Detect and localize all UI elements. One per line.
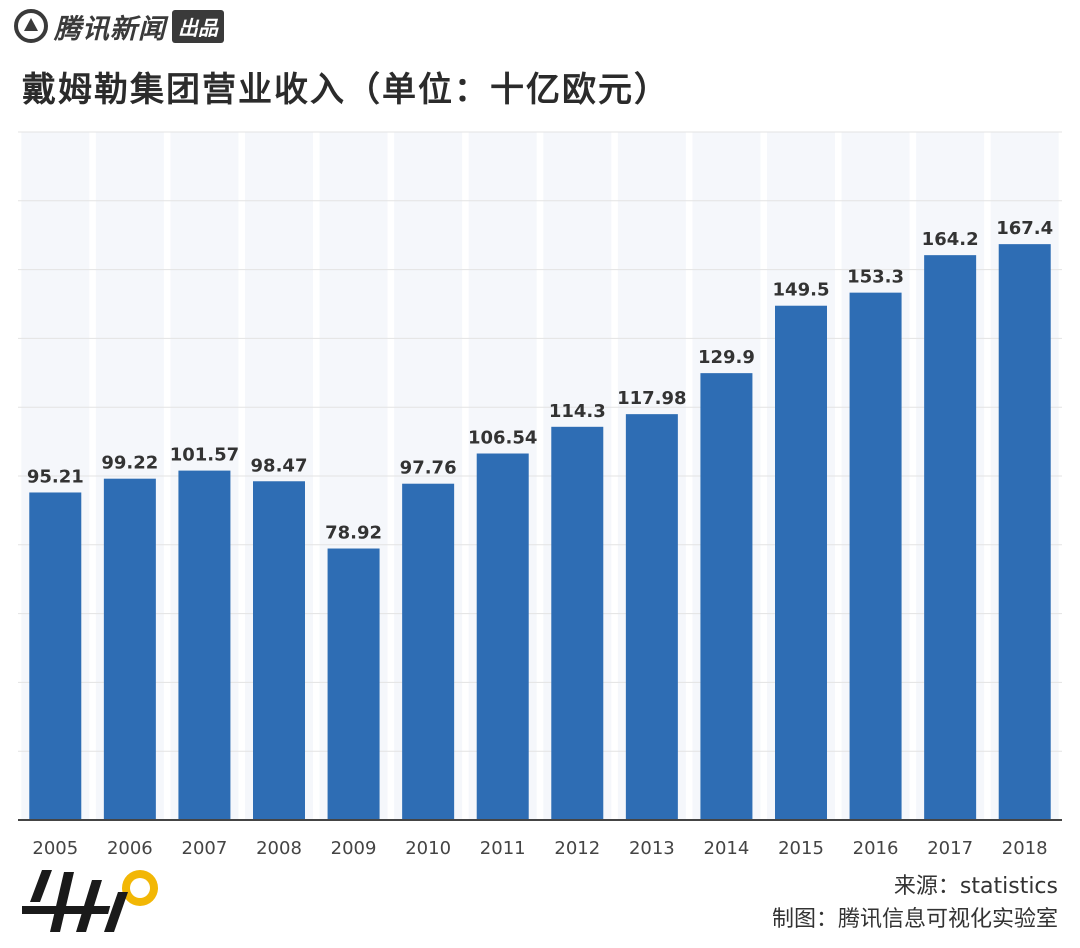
x-tick-label: 2006 bbox=[107, 838, 153, 859]
bar-2014 bbox=[700, 373, 753, 820]
x-tick-label: 2005 bbox=[32, 838, 78, 859]
x-tick-label: 2016 bbox=[853, 838, 899, 859]
x-tick-label: 2012 bbox=[554, 838, 600, 859]
caikanjian-logo bbox=[22, 870, 158, 932]
value-label: 167.4 bbox=[996, 218, 1053, 239]
bar-2016 bbox=[849, 292, 902, 820]
value-label: 114.3 bbox=[549, 401, 606, 422]
x-tick-label: 2015 bbox=[778, 838, 824, 859]
x-tick-label: 2014 bbox=[704, 838, 750, 859]
x-tick-label: 2008 bbox=[256, 838, 302, 859]
value-label: 149.5 bbox=[773, 280, 830, 301]
bar-2007 bbox=[178, 470, 231, 820]
value-label: 106.54 bbox=[468, 428, 537, 449]
value-label: 129.9 bbox=[698, 347, 755, 368]
x-tick-label: 2009 bbox=[331, 838, 377, 859]
brand-logo: 腾讯新闻 出品 bbox=[14, 6, 224, 46]
value-label: 97.76 bbox=[400, 458, 457, 479]
bar-2018 bbox=[998, 244, 1051, 821]
bar-2011 bbox=[476, 453, 529, 820]
value-label: 95.21 bbox=[27, 466, 84, 487]
bar-2005 bbox=[29, 492, 82, 820]
bar-2017 bbox=[924, 255, 977, 821]
x-tick-label: 2017 bbox=[927, 838, 973, 859]
source-note: 来源：statistics bbox=[893, 874, 1058, 899]
bar-2008 bbox=[253, 481, 305, 820]
x-tick-label: 2010 bbox=[405, 838, 451, 859]
credit-note: 制图：腾讯信息可视化实验室 bbox=[771, 907, 1058, 932]
value-label: 117.98 bbox=[617, 388, 686, 409]
chart-title: 戴姆勒集团营业收入（单位：十亿欧元） bbox=[22, 70, 670, 110]
value-label: 99.22 bbox=[101, 453, 158, 474]
x-tick-label: 2007 bbox=[182, 838, 228, 859]
bar-2013 bbox=[625, 414, 678, 820]
bar-2012 bbox=[551, 426, 604, 820]
value-label: 153.3 bbox=[847, 267, 904, 288]
brand-name: 腾讯新闻 bbox=[54, 13, 166, 45]
x-tick-label: 2011 bbox=[480, 838, 526, 859]
bar-2009 bbox=[327, 548, 380, 820]
value-label: 101.57 bbox=[170, 445, 239, 466]
value-label: 98.47 bbox=[251, 455, 308, 476]
bar-2010 bbox=[402, 483, 455, 820]
value-label: 78.92 bbox=[325, 523, 382, 544]
bar-2006 bbox=[103, 478, 156, 820]
tencent-news-icon bbox=[14, 9, 48, 43]
brand-tag: 出品 bbox=[172, 9, 224, 43]
x-tick-label: 2013 bbox=[629, 838, 675, 859]
value-label: 164.2 bbox=[922, 229, 979, 250]
bar-2015 bbox=[775, 305, 827, 821]
x-tick-label: 2018 bbox=[1002, 838, 1048, 859]
